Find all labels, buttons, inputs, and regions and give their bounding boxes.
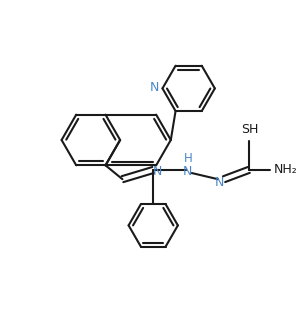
Text: H: H [184, 152, 192, 165]
Text: N: N [183, 165, 193, 178]
Text: N: N [150, 81, 159, 94]
Text: SH: SH [242, 123, 259, 136]
Text: N: N [153, 165, 162, 178]
Text: N: N [215, 176, 224, 189]
Text: NH₂: NH₂ [273, 163, 297, 176]
